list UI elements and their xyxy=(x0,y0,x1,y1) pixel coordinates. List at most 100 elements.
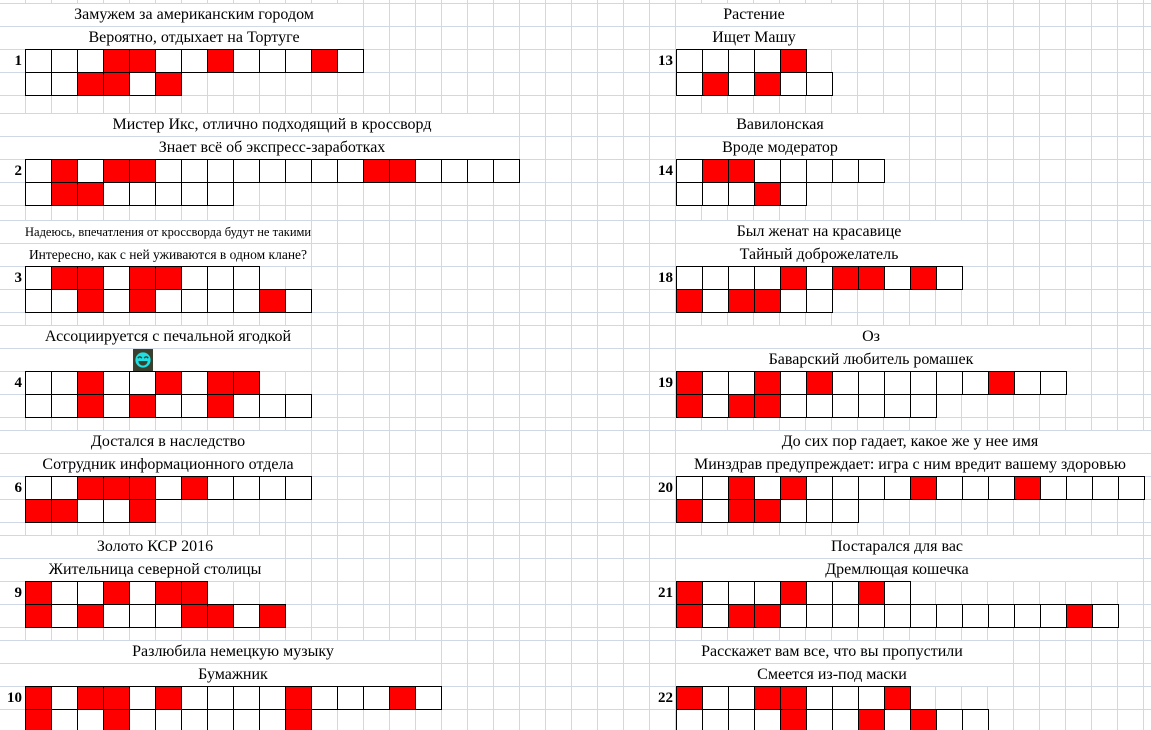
red-cell[interactable] xyxy=(702,159,729,183)
red-cell[interactable] xyxy=(728,394,755,418)
red-cell[interactable] xyxy=(51,182,78,206)
white-cell[interactable] xyxy=(1014,371,1041,395)
red-cell[interactable] xyxy=(259,289,286,313)
white-cell[interactable] xyxy=(51,686,78,710)
white-cell[interactable] xyxy=(25,289,52,313)
red-cell[interactable] xyxy=(77,289,104,313)
white-cell[interactable] xyxy=(676,49,703,73)
red-cell[interactable] xyxy=(676,394,703,418)
white-cell[interactable] xyxy=(702,499,729,523)
white-cell[interactable] xyxy=(207,476,234,500)
white-cell[interactable] xyxy=(233,289,260,313)
white-cell[interactable] xyxy=(1118,476,1145,500)
white-cell[interactable] xyxy=(884,604,911,628)
white-cell[interactable] xyxy=(25,394,52,418)
white-cell[interactable] xyxy=(832,394,859,418)
red-cell[interactable] xyxy=(77,686,104,710)
white-cell[interactable] xyxy=(832,604,859,628)
red-cell[interactable] xyxy=(181,476,208,500)
red-cell[interactable] xyxy=(259,604,286,628)
red-cell[interactable] xyxy=(233,371,260,395)
white-cell[interactable] xyxy=(780,394,807,418)
white-cell[interactable] xyxy=(832,371,859,395)
red-cell[interactable] xyxy=(25,709,52,730)
white-cell[interactable] xyxy=(51,709,78,730)
white-cell[interactable] xyxy=(259,394,286,418)
white-cell[interactable] xyxy=(103,499,130,523)
white-cell[interactable] xyxy=(884,266,911,290)
white-cell[interactable] xyxy=(832,709,859,730)
white-cell[interactable] xyxy=(728,371,755,395)
white-cell[interactable] xyxy=(311,686,338,710)
white-cell[interactable] xyxy=(806,266,833,290)
white-cell[interactable] xyxy=(51,289,78,313)
white-cell[interactable] xyxy=(155,49,182,73)
white-cell[interactable] xyxy=(858,604,885,628)
clue-text-line1[interactable]: Был женат на красавице xyxy=(676,221,962,243)
red-cell[interactable] xyxy=(25,686,52,710)
red-cell[interactable] xyxy=(676,289,703,313)
white-cell[interactable] xyxy=(676,159,703,183)
white-cell[interactable] xyxy=(832,499,859,523)
white-cell[interactable] xyxy=(754,159,781,183)
white-cell[interactable] xyxy=(259,476,286,500)
white-cell[interactable] xyxy=(181,182,208,206)
white-cell[interactable] xyxy=(884,371,911,395)
clue-text-line2[interactable]: Ищет Машу xyxy=(676,27,832,49)
red-cell[interactable] xyxy=(77,72,104,96)
block-number[interactable]: 3 xyxy=(14,270,23,286)
white-cell[interactable] xyxy=(259,159,286,183)
red-cell[interactable] xyxy=(910,266,937,290)
red-cell[interactable] xyxy=(884,686,911,710)
white-cell[interactable] xyxy=(806,394,833,418)
white-cell[interactable] xyxy=(155,476,182,500)
white-cell[interactable] xyxy=(207,289,234,313)
red-cell[interactable] xyxy=(77,182,104,206)
white-cell[interactable] xyxy=(832,686,859,710)
white-cell[interactable] xyxy=(103,182,130,206)
red-cell[interactable] xyxy=(806,371,833,395)
white-cell[interactable] xyxy=(962,371,989,395)
white-cell[interactable] xyxy=(233,476,260,500)
white-cell[interactable] xyxy=(207,159,234,183)
red-cell[interactable] xyxy=(207,604,234,628)
red-cell[interactable] xyxy=(780,266,807,290)
white-cell[interactable] xyxy=(1040,476,1067,500)
white-cell[interactable] xyxy=(702,289,729,313)
white-cell[interactable] xyxy=(780,289,807,313)
red-cell[interactable] xyxy=(207,394,234,418)
white-cell[interactable] xyxy=(728,72,755,96)
red-cell[interactable] xyxy=(207,49,234,73)
clue-text-line1[interactable]: Ассоциируется с печальной ягодкой xyxy=(25,326,311,348)
white-cell[interactable] xyxy=(780,371,807,395)
block-number[interactable]: 4 xyxy=(14,375,23,391)
white-cell[interactable] xyxy=(702,476,729,500)
red-cell[interactable] xyxy=(988,371,1015,395)
white-cell[interactable] xyxy=(285,49,312,73)
red-cell[interactable] xyxy=(676,581,703,605)
white-cell[interactable] xyxy=(702,266,729,290)
white-cell[interactable] xyxy=(858,371,885,395)
red-cell[interactable] xyxy=(780,709,807,730)
white-cell[interactable] xyxy=(832,159,859,183)
white-cell[interactable] xyxy=(25,72,52,96)
red-cell[interactable] xyxy=(155,266,182,290)
white-cell[interactable] xyxy=(754,581,781,605)
clue-text-line1[interactable]: Постарался для вас xyxy=(676,536,1118,558)
red-cell[interactable] xyxy=(363,159,390,183)
white-cell[interactable] xyxy=(25,159,52,183)
white-cell[interactable] xyxy=(702,604,729,628)
white-cell[interactable] xyxy=(676,476,703,500)
red-cell[interactable] xyxy=(155,686,182,710)
red-cell[interactable] xyxy=(103,476,130,500)
white-cell[interactable] xyxy=(702,182,729,206)
red-cell[interactable] xyxy=(129,394,156,418)
white-cell[interactable] xyxy=(259,709,286,730)
red-cell[interactable] xyxy=(285,686,312,710)
white-cell[interactable] xyxy=(1066,476,1093,500)
white-cell[interactable] xyxy=(103,604,130,628)
white-cell[interactable] xyxy=(129,182,156,206)
white-cell[interactable] xyxy=(155,709,182,730)
white-cell[interactable] xyxy=(728,709,755,730)
red-cell[interactable] xyxy=(676,686,703,710)
